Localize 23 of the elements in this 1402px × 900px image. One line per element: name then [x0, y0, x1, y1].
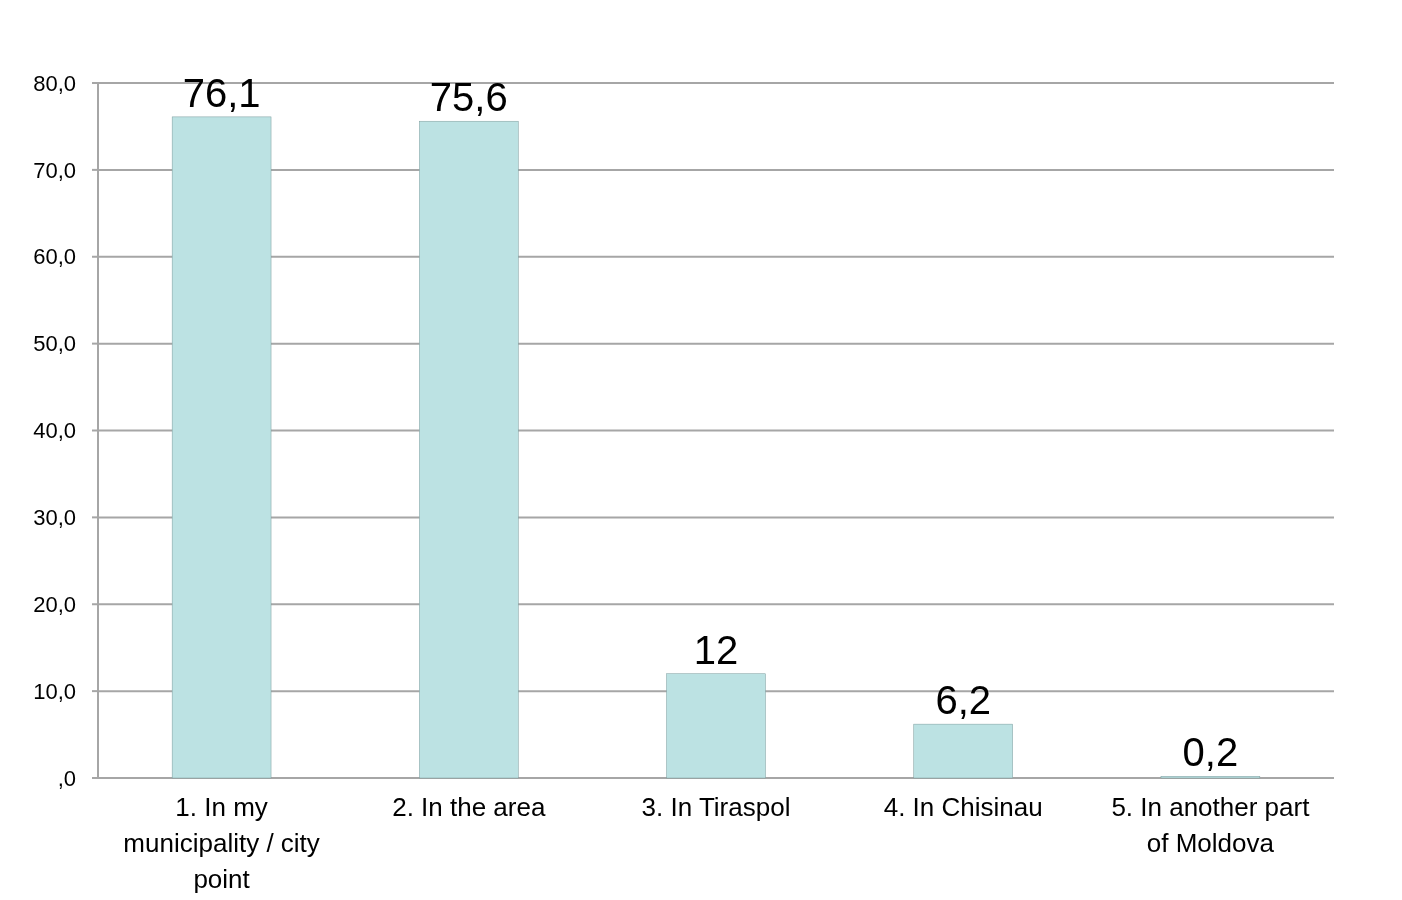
bar — [171, 116, 272, 779]
data-label: 0,2 — [1182, 730, 1239, 775]
y-tick-label: ,0 — [57, 765, 76, 791]
x-tick-label: 2. In the area — [392, 792, 546, 822]
y-tick-label: 10,0 — [33, 678, 76, 704]
x-tick-label: 5. In another part of Moldova — [1111, 792, 1311, 858]
y-tick-label: 60,0 — [33, 244, 76, 270]
y-tick-label: 20,0 — [33, 591, 76, 617]
x-tick-label: 4. In Chisinau — [883, 792, 1043, 822]
data-label: 12 — [693, 627, 739, 672]
data-label: 6,2 — [935, 678, 991, 723]
bar — [913, 723, 1013, 779]
data-label: 75,6 — [429, 75, 508, 120]
x-tick-label: 1. In my municipality / city point — [123, 792, 320, 894]
bar — [666, 673, 766, 779]
y-tick-label: 50,0 — [33, 331, 76, 357]
bar — [419, 120, 519, 779]
y-tick-label: 80,0 — [33, 70, 76, 96]
y-tick-label: 40,0 — [33, 418, 76, 444]
x-tick-label: 3. In Tiraspol — [641, 792, 791, 822]
y-tick-label: 30,0 — [33, 505, 76, 531]
data-label: 76,1 — [182, 70, 261, 115]
y-tick-label: 70,0 — [33, 157, 76, 183]
